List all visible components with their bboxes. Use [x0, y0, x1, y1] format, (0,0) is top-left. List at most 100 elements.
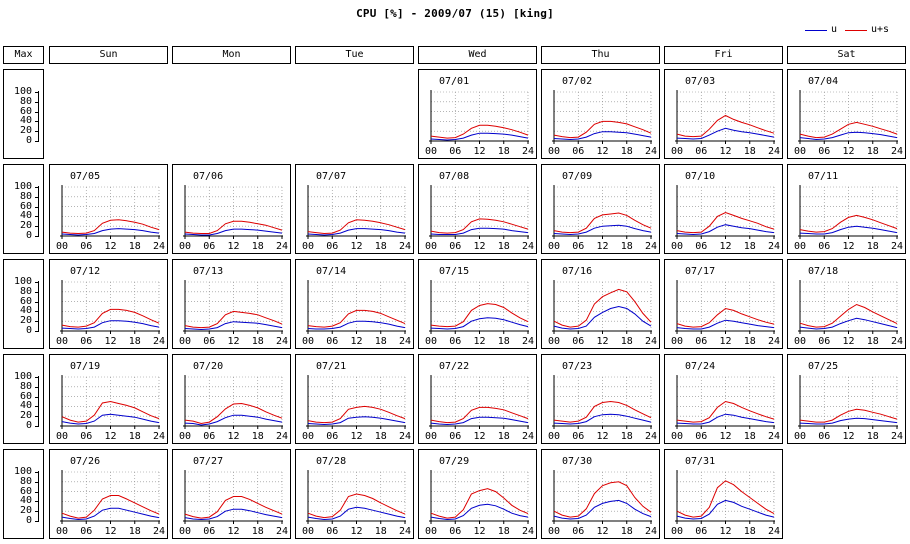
series-line-u-plus-s: [553, 288, 652, 328]
series-line-u-plus-s: [676, 211, 775, 234]
day-chart-07-16: 07/16 00 06 12 18 24: [541, 259, 660, 349]
x-tick-label: 18: [375, 241, 387, 252]
max-axis-tick-label: 80: [19, 95, 32, 107]
x-tick-label: 06: [572, 241, 584, 252]
max-axis-tick: [35, 406, 39, 408]
max-axis-box: 100 80 60 40 20 0: [3, 164, 44, 254]
x-tick-label: 18: [375, 431, 387, 442]
x-tick-label: 18: [621, 336, 633, 347]
max-axis-tick: [35, 196, 39, 198]
x-tick-label: 24: [153, 241, 165, 252]
day-chart-07-26: 07/26 00 06 12 18 24: [49, 449, 168, 539]
x-tick-label: 00: [794, 241, 806, 252]
x-tick-label: 12: [350, 526, 362, 537]
day-chart-07-14: 07/14 00 06 12 18 24: [295, 259, 414, 349]
day-plot: 00 06 12 18 24: [179, 280, 288, 347]
max-axis-tick: [35, 131, 39, 133]
legend-swatch-us: [845, 30, 867, 31]
date-label: 07/26: [70, 456, 101, 467]
series-line-u-plus-s: [307, 309, 406, 328]
max-axis-tick-label: 60: [19, 390, 32, 402]
max-axis-tick: [35, 282, 39, 283]
day-plot: 00 06 12 18 24: [671, 185, 780, 252]
x-tick-label: 18: [129, 526, 141, 537]
x-tick-label: 24: [768, 431, 780, 442]
max-axis-tick: [35, 472, 39, 473]
x-tick-label: 18: [375, 336, 387, 347]
max-axis-line: [38, 281, 39, 332]
legend: u u+s: [800, 24, 910, 38]
x-tick-label: 00: [671, 431, 683, 442]
max-axis-box: 100 80 60 40 20 0: [3, 259, 44, 349]
x-tick-label: 06: [818, 241, 830, 252]
series-line-u-plus-s: [61, 219, 160, 235]
max-axis-box: 100 80 60 40 20 0: [3, 449, 44, 539]
header-fri: Fri: [664, 46, 783, 64]
x-tick-label: 06: [695, 431, 707, 442]
x-tick-label: 12: [473, 336, 485, 347]
x-tick-label: 00: [671, 336, 683, 347]
day-chart-07-02: 07/02 00 06 12 18 24: [541, 69, 660, 159]
x-tick-label: 12: [473, 526, 485, 537]
x-tick-label: 00: [794, 431, 806, 442]
series-line-u-plus-s: [184, 496, 283, 519]
series-line-u-plus-s: [676, 114, 775, 138]
x-tick-label: 24: [276, 336, 288, 347]
x-tick-label: 12: [104, 336, 116, 347]
x-tick-label: 00: [56, 526, 68, 537]
x-tick-label: 12: [842, 146, 854, 157]
day-plot: 00 06 12 18 24: [425, 280, 534, 347]
x-tick-label: 18: [252, 431, 264, 442]
max-axis-line: [38, 376, 39, 427]
day-plot: 00 06 12 18 24: [425, 470, 534, 537]
day-chart-07-13: 07/13 00 06 12 18 24: [172, 259, 291, 349]
series-line-u-plus-s: [307, 219, 406, 235]
series-line-u-plus-s: [553, 120, 652, 139]
date-label: 07/11: [808, 171, 839, 182]
series-line-u: [430, 317, 529, 330]
series-line-u-plus-s: [430, 124, 529, 139]
max-axis-tick: [35, 301, 39, 303]
x-tick-label: 18: [375, 526, 387, 537]
series-line-u: [430, 227, 529, 235]
date-label: 07/20: [193, 361, 224, 372]
max-axis-tick-label: 80: [19, 190, 32, 202]
day-chart-07-09: 07/09 00 06 12 18 24: [541, 164, 660, 254]
max-axis-tick: [35, 426, 39, 427]
day-chart-07-19: 07/19 00 06 12 18 24: [49, 354, 168, 444]
max-axis-tick: [35, 121, 39, 123]
x-tick-label: 00: [548, 526, 560, 537]
max-axis-tick-label: 0: [25, 325, 32, 336]
series-line-u-plus-s: [307, 493, 406, 519]
max-axis-tick-label: 20: [19, 315, 32, 327]
day-plot: 00 06 12 18 24: [671, 375, 780, 442]
x-tick-label: 18: [744, 146, 756, 157]
x-tick-label: 00: [179, 526, 191, 537]
x-tick-label: 12: [596, 241, 608, 252]
x-tick-label: 12: [842, 336, 854, 347]
x-tick-label: 18: [498, 146, 510, 157]
x-tick-label: 00: [56, 431, 68, 442]
day-plot: 00 06 12 18 24: [548, 185, 657, 252]
x-tick-label: 06: [203, 336, 215, 347]
x-tick-label: 12: [227, 336, 239, 347]
x-tick-label: 12: [350, 336, 362, 347]
x-tick-label: 06: [695, 241, 707, 252]
date-label: 07/03: [685, 76, 716, 87]
x-tick-label: 24: [153, 526, 165, 537]
series-line-u-plus-s: [184, 402, 283, 425]
max-axis-box: 100 80 60 40 20 0: [3, 354, 44, 444]
max-axis-tick: [35, 101, 39, 103]
series-line-u-plus-s: [799, 408, 898, 423]
x-tick-label: 00: [425, 336, 437, 347]
date-label: 07/02: [562, 76, 593, 87]
max-axis-tick: [35, 396, 39, 398]
x-tick-label: 18: [129, 241, 141, 252]
day-plot: 00 06 12 18 24: [56, 280, 165, 347]
day-plot: 00 06 12 18 24: [425, 185, 534, 252]
header-tue: Tue: [295, 46, 414, 64]
x-tick-label: 18: [129, 336, 141, 347]
series-line-u: [184, 414, 283, 426]
date-label: 07/12: [70, 266, 101, 277]
day-chart-07-15: 07/15 00 06 12 18 24: [418, 259, 537, 349]
